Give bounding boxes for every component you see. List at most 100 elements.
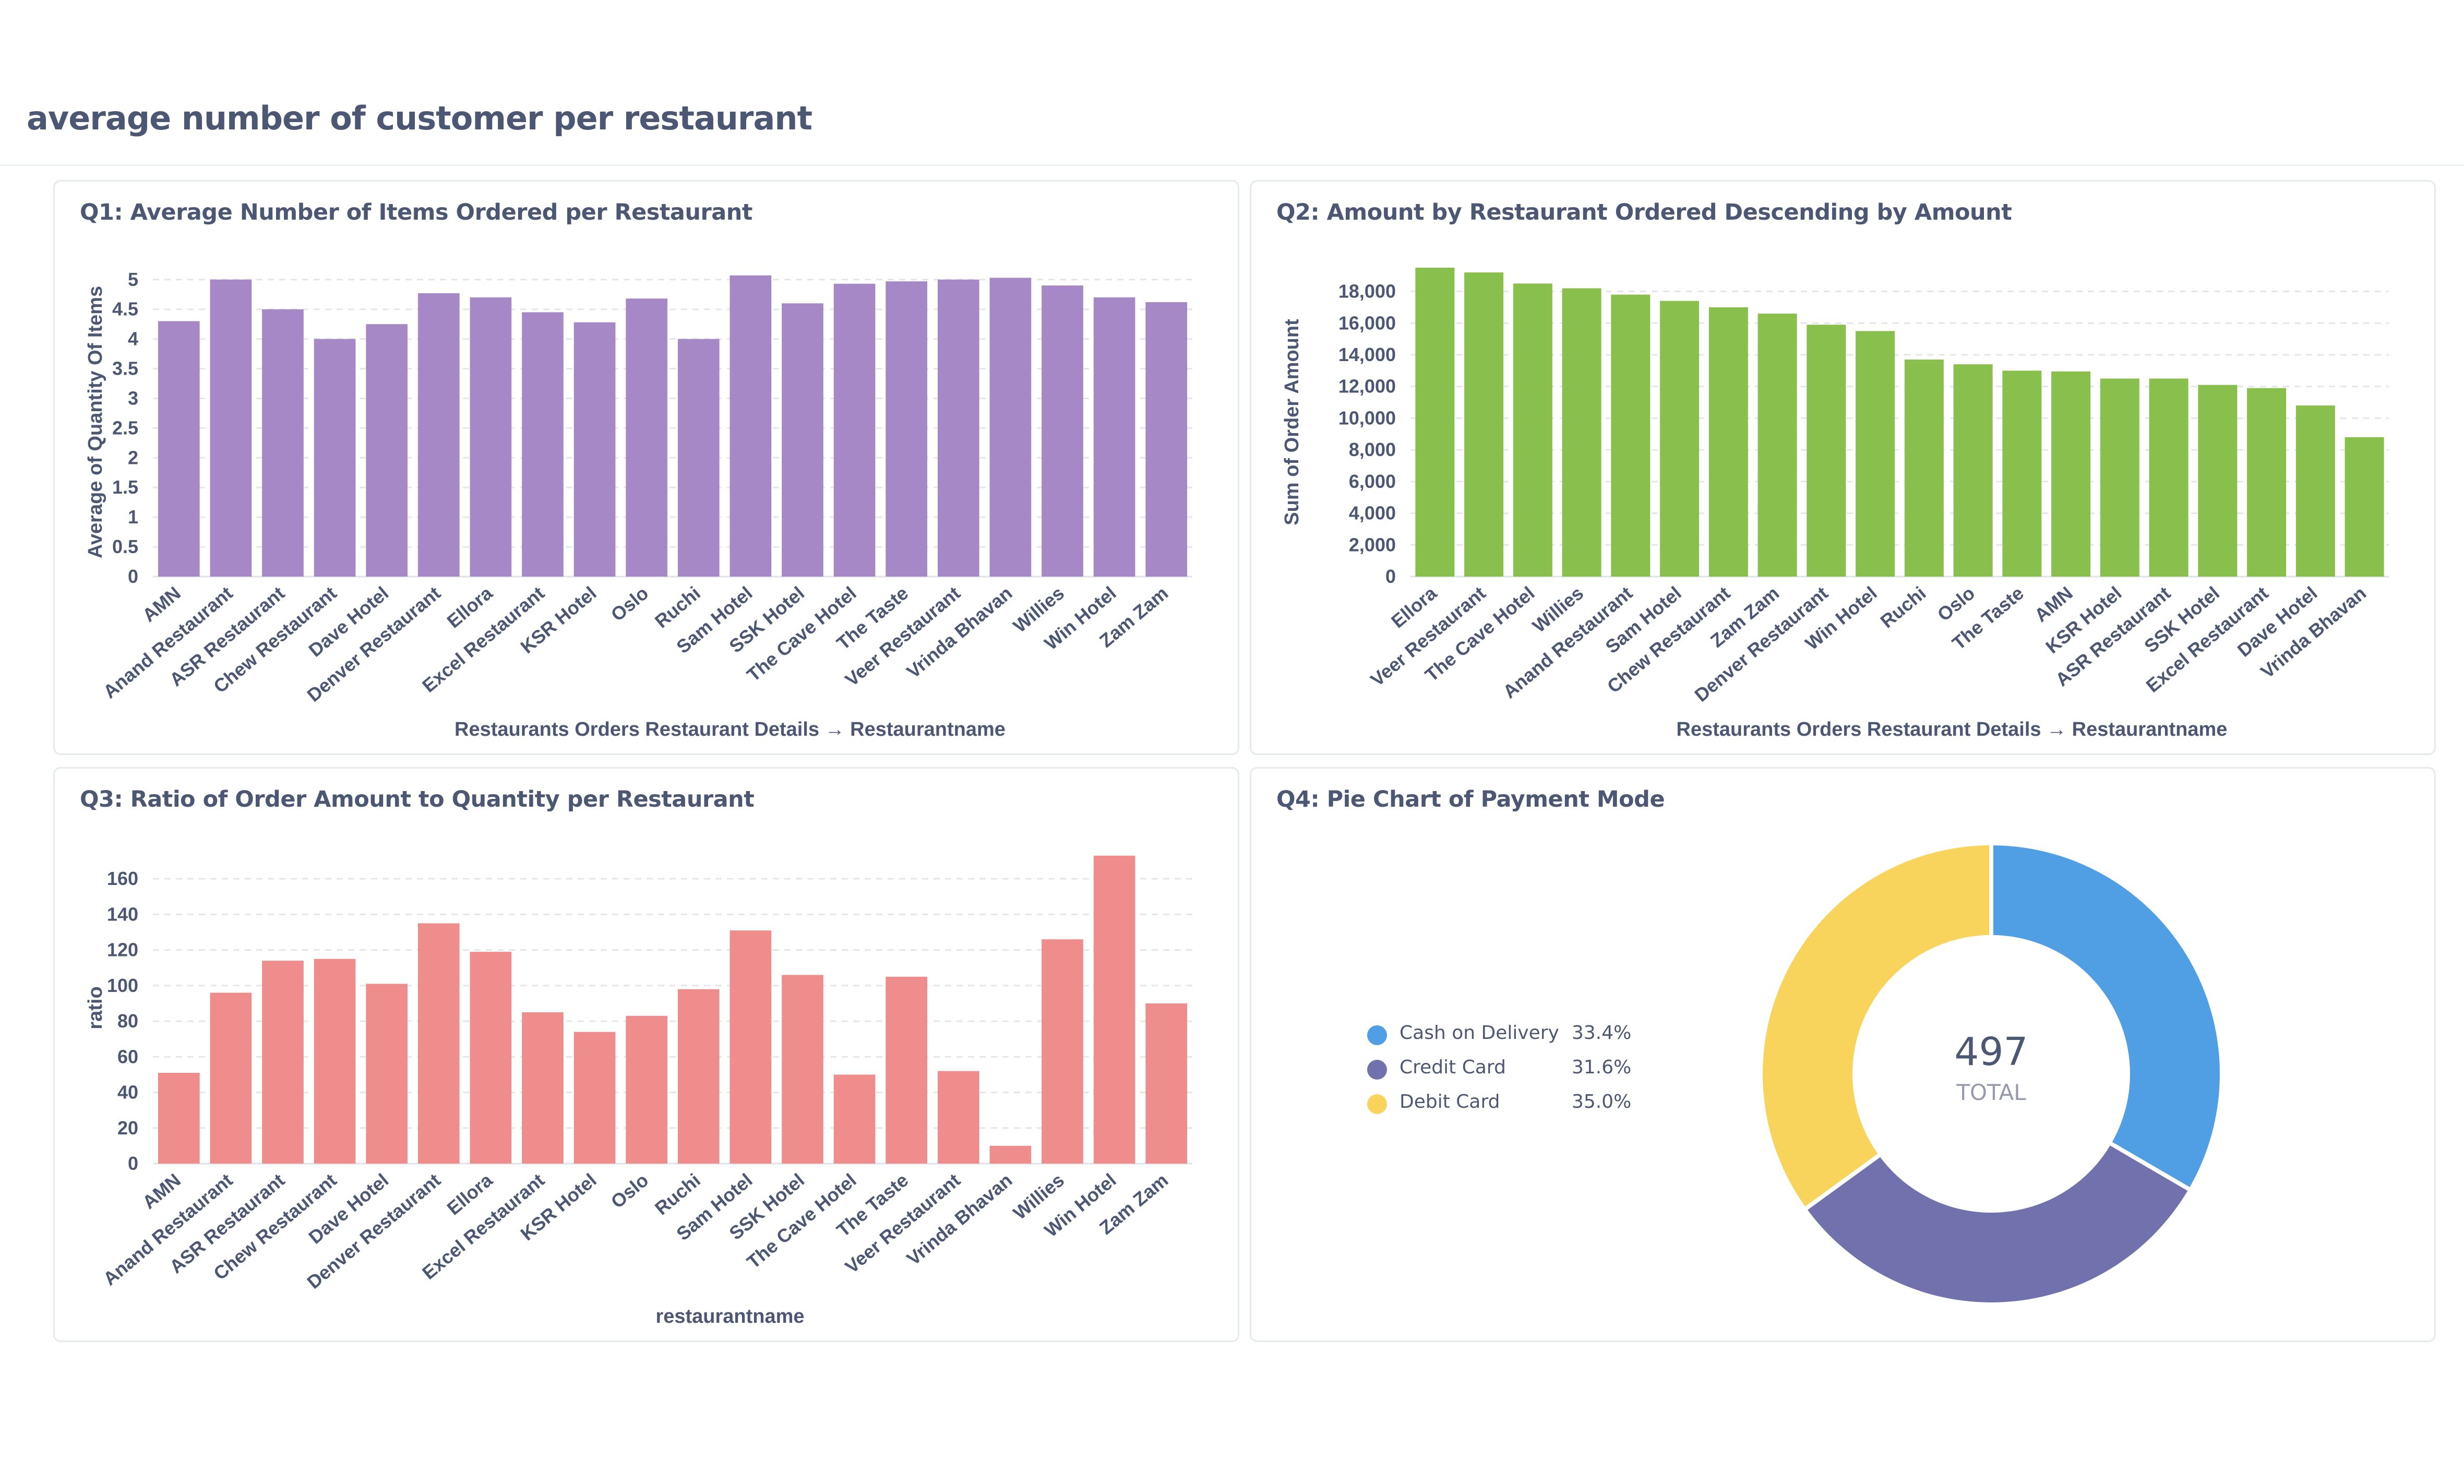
bar-veer-restaurant [937, 279, 979, 577]
y-tick-label: 4.5 [112, 298, 138, 320]
y-tick-label: 140 [107, 903, 138, 925]
y-tick-label: 4 [128, 328, 138, 350]
bar-amn [158, 321, 200, 577]
card-title-q2[interactable]: Q2: Amount by Restaurant Ordered Descend… [1276, 199, 2012, 225]
bar-amn [158, 1073, 200, 1164]
donut-slice-cash-on-delivery [1989, 841, 2224, 1193]
bar-ellora [470, 297, 512, 577]
card-title-q3[interactable]: Q3: Ratio of Order Amount to Quantity pe… [80, 786, 755, 812]
y-tick-label: 10,000 [1338, 407, 1396, 428]
y-tick-label: 6,000 [1349, 471, 1396, 492]
bar-dave-hotel [366, 324, 408, 577]
card-q2[interactable]: Q2: Amount by Restaurant Ordered Descend… [1250, 180, 2436, 755]
bar-dave-hotel [366, 984, 408, 1164]
bar-ssk-hotel [782, 975, 823, 1164]
bar-asr-restaurant [2149, 378, 2188, 577]
card-q1[interactable]: Q1: Average Number of Items Ordered per … [53, 180, 1239, 755]
page-title: average number of customer per restauran… [27, 99, 812, 137]
bar-vrinda-bhavan [2345, 437, 2384, 577]
card-q4[interactable]: Q4: Pie Chart of Payment Mode Cash on De… [1250, 767, 2436, 1342]
bar-chew-restaurant [314, 339, 356, 577]
bar-the-taste [2002, 370, 2042, 577]
bar-zam-zam [1145, 1003, 1188, 1164]
bar-excel-restaurant [522, 1012, 564, 1164]
y-tick-label: 18,000 [1338, 281, 1396, 302]
legend-percent: 33.4% [1572, 1022, 1632, 1044]
bar-the-cave-hotel [833, 1074, 876, 1164]
x-tick-label: Oslo [607, 1169, 653, 1213]
donut-slice-debit-card [1758, 841, 1993, 1213]
bar-the-cave-hotel [1513, 283, 1552, 577]
bar-chew-restaurant [1708, 307, 1748, 577]
x-axis-title: restaurantname [655, 1306, 804, 1327]
bar-sam-hotel [729, 930, 772, 1164]
bar-veer-restaurant [1464, 272, 1504, 577]
bar-denver-restaurant [1807, 325, 1846, 577]
y-tick-label: 80 [117, 1010, 138, 1032]
bar-oslo [626, 298, 668, 577]
bar-willies [1042, 285, 1083, 577]
donut-slice-credit-card [1801, 1140, 2194, 1307]
bar-win-hotel [1856, 331, 1895, 577]
bar-ruchi [1904, 360, 1944, 577]
bar-zam-zam [1757, 314, 1797, 577]
bar-asr-restaurant [262, 309, 304, 577]
y-tick-label: 4,000 [1349, 502, 1396, 524]
y-axis-title: Sum of Order Amount [1281, 319, 1303, 525]
y-tick-label: 0 [128, 566, 138, 587]
y-tick-label: 160 [107, 868, 138, 889]
bar-chew-restaurant [314, 959, 356, 1164]
legend-dot-icon [1367, 1025, 1387, 1045]
legend-label: Cash on Delivery [1400, 1022, 1559, 1044]
donut-total-label: TOTAL [1956, 1080, 2026, 1105]
y-tick-label: 0 [128, 1153, 138, 1174]
legend-percent: 35.0% [1572, 1091, 1632, 1112]
bar-win-hotel [1093, 855, 1135, 1164]
bar-denver-restaurant [417, 293, 460, 577]
x-axis-title: Restaurants Orders Restaurant Details → … [1677, 719, 2228, 740]
y-tick-label: 3.5 [112, 358, 138, 379]
bar-dave-hotel [2295, 405, 2335, 577]
bar-ssk-hotel [2198, 385, 2238, 577]
bar-willies [1042, 939, 1083, 1164]
bar-excel-restaurant [522, 312, 564, 577]
bar-win-hotel [1093, 297, 1135, 577]
bar-excel-restaurant [2247, 388, 2287, 577]
y-axis-title: ratio [85, 986, 106, 1029]
y-tick-label: 2,000 [1349, 534, 1396, 555]
bar-asr-restaurant [262, 961, 304, 1164]
bar-anand-restaurant [210, 992, 252, 1164]
legend-label: Debit Card [1400, 1091, 1500, 1112]
bar-ssk-hotel [782, 303, 823, 577]
x-tick-label: Oslo [607, 582, 653, 626]
chart-q2: 0 2,000 4,000 6,000 8,000 10,000 12,000 14,000 1… [1281, 268, 2389, 740]
bar-oslo [626, 1015, 668, 1164]
bar-willies [1562, 288, 1601, 577]
y-tick-label: 60 [117, 1046, 138, 1067]
card-q3[interactable]: Q3: Ratio of Order Amount to Quantity pe… [53, 767, 1239, 1342]
y-tick-label: 2.5 [112, 417, 138, 438]
bar-sam-hotel [729, 275, 772, 577]
bar-vrinda-bhavan [989, 1145, 1032, 1164]
bar-amn [2051, 371, 2091, 577]
bar-veer-restaurant [937, 1071, 979, 1164]
y-axis-title: Average of Quantity Of Items [85, 286, 106, 558]
y-tick-label: 1.5 [112, 476, 138, 498]
y-tick-label: 0.5 [112, 536, 138, 557]
bar-ksr-hotel [573, 1032, 616, 1164]
donut-total-value: 497 [1954, 1030, 2028, 1074]
legend-dot-icon [1367, 1060, 1387, 1080]
dashboard-header: average number of customer per restauran… [0, 0, 2464, 166]
bar-zam-zam [1145, 302, 1188, 577]
card-title-q1[interactable]: Q1: Average Number of Items Ordered per … [80, 199, 752, 225]
x-axis-title: Restaurants Orders Restaurant Details → … [454, 719, 1006, 740]
bar-anand-restaurant [1611, 294, 1650, 577]
legend-label: Credit Card [1400, 1057, 1506, 1078]
y-tick-label: 14,000 [1338, 344, 1396, 365]
card-title-q4[interactable]: Q4: Pie Chart of Payment Mode [1276, 786, 1665, 812]
bar-denver-restaurant [417, 923, 460, 1164]
y-tick-label: 3 [128, 387, 138, 409]
y-tick-label: 40 [117, 1082, 138, 1103]
